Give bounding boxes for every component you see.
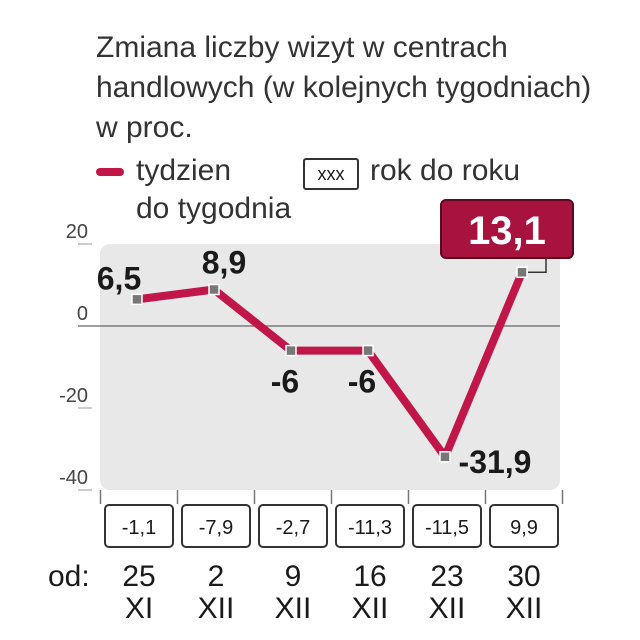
legend-box-sample: xxx [303, 158, 359, 190]
data-point-marker [516, 266, 528, 279]
x-axis-prefix: od: [48, 560, 90, 593]
yoy-box [335, 504, 405, 548]
data-label: 8,9 [202, 245, 246, 281]
highlight-box [440, 199, 574, 259]
data-label: 6,5 [97, 260, 141, 296]
x-tick-label-month: XII [429, 592, 466, 625]
x-tick-label-day: 2 [208, 560, 225, 593]
chart-title: Zmiana liczby wizyt w centrach handlowyc… [96, 28, 616, 148]
yoy-box [104, 504, 174, 548]
yoy-box [412, 504, 482, 548]
data-label: -31,9 [459, 444, 532, 480]
x-tick-label-month: XII [352, 592, 389, 625]
yoy-value-label: -7,9 [199, 517, 233, 539]
yoy-value-label: -1,1 [122, 517, 156, 539]
x-tick-label-month: XI [125, 592, 153, 625]
legend-series-label-line-1: tydzien [136, 154, 232, 187]
data-point-marker [208, 283, 220, 296]
title-line-3: w proc. [96, 111, 193, 144]
yoy-value-label: -11,3 [348, 517, 392, 539]
data-label: -6 [348, 364, 376, 400]
title-line-2: handlowych (w kolejnych tygodniach) [96, 71, 592, 104]
data-point-marker [362, 344, 374, 357]
y-tick-label: 20 [66, 221, 88, 243]
data-point-marker [439, 451, 451, 463]
x-tick-label-day: 23 [430, 560, 463, 593]
y-tick-label: -40 [59, 467, 88, 489]
y-tick-label: -20 [59, 385, 88, 407]
y-tick-label: 0 [77, 303, 88, 325]
title-line-1: Zmiana liczby wizyt w centrach [96, 31, 508, 64]
legend-line-swatch [96, 168, 124, 176]
legend-box-label: rok do roku [370, 154, 521, 187]
legend-series-label-line-2: do tygodnia [136, 192, 292, 225]
yoy-value-label: -2,7 [276, 517, 310, 539]
yoy-box [489, 504, 559, 548]
data-label: -6 [271, 364, 299, 400]
data-point-marker [131, 293, 143, 306]
x-tick-label-day: 25 [122, 560, 155, 593]
x-tick-label-month: XII [275, 592, 312, 625]
yoy-box [181, 504, 251, 548]
x-tick-label-day: 16 [353, 560, 386, 593]
x-tick-label-day: 30 [507, 560, 540, 593]
x-tick-label-month: XII [198, 592, 235, 625]
yoy-value-label: -11,5 [425, 517, 469, 539]
x-tick-label-day: 9 [285, 560, 302, 593]
highlight-value: 13,1 [468, 209, 546, 253]
yoy-box [258, 504, 328, 548]
series-line [133, 268, 526, 461]
legend-series-label: tydzien do tygodnia [136, 152, 306, 228]
x-tick-label-month: XII [506, 592, 543, 625]
plot-background [100, 244, 560, 490]
yoy-value-label: 9,9 [510, 517, 538, 539]
callout-leader [528, 258, 547, 274]
data-point-marker [285, 344, 297, 357]
